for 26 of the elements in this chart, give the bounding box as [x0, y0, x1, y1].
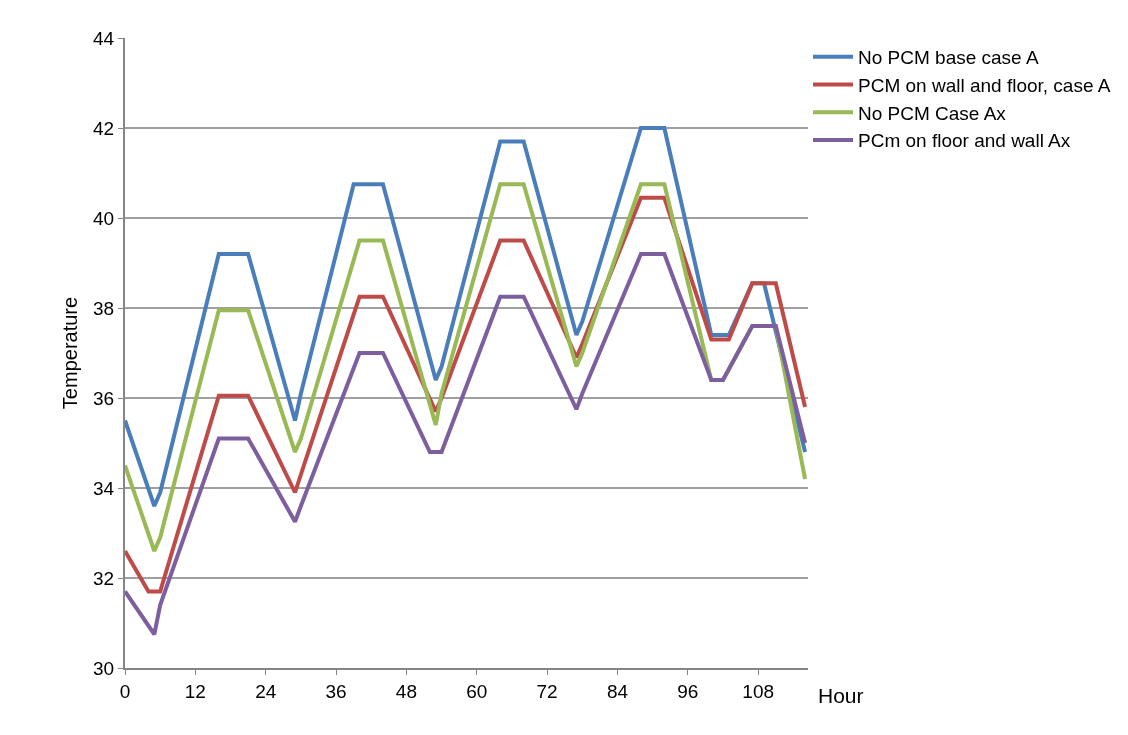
y-tick-label: 38	[93, 297, 115, 319]
x-tick-label: 36	[325, 680, 347, 702]
legend-label: PCM on wall and floor, case A	[858, 74, 1111, 96]
x-axis-title: Hour	[818, 684, 864, 707]
line-series	[125, 126, 808, 508]
x-tick-label: 0	[119, 680, 131, 702]
x-tick-label: 72	[536, 680, 558, 702]
y-tick-label: 44	[93, 27, 115, 49]
x-tick-label: 84	[606, 680, 629, 702]
y-tick-label: 30	[93, 657, 115, 679]
y-tick-label: 36	[93, 387, 115, 409]
y-tick-label: 40	[93, 207, 115, 229]
y-tick-label: 34	[93, 477, 115, 499]
x-tick-label: 60	[466, 680, 488, 702]
x-tick-label: 12	[184, 680, 206, 702]
x-tick-label: 48	[395, 680, 417, 702]
y-axis-title: Temperature	[59, 296, 82, 410]
y-tick-label: 32	[93, 567, 115, 589]
y-tick-label: 42	[93, 117, 115, 139]
legend-label: No PCM Case Ax	[858, 102, 1007, 124]
legend-label: No PCM base case A	[858, 47, 1039, 69]
legend-label: PCm on floor and wall Ax	[858, 130, 1071, 152]
x-tick-label: 24	[255, 680, 277, 702]
x-tick-label: 108	[742, 680, 775, 702]
line-series	[125, 252, 808, 637]
x-tick-label: 96	[677, 680, 699, 702]
